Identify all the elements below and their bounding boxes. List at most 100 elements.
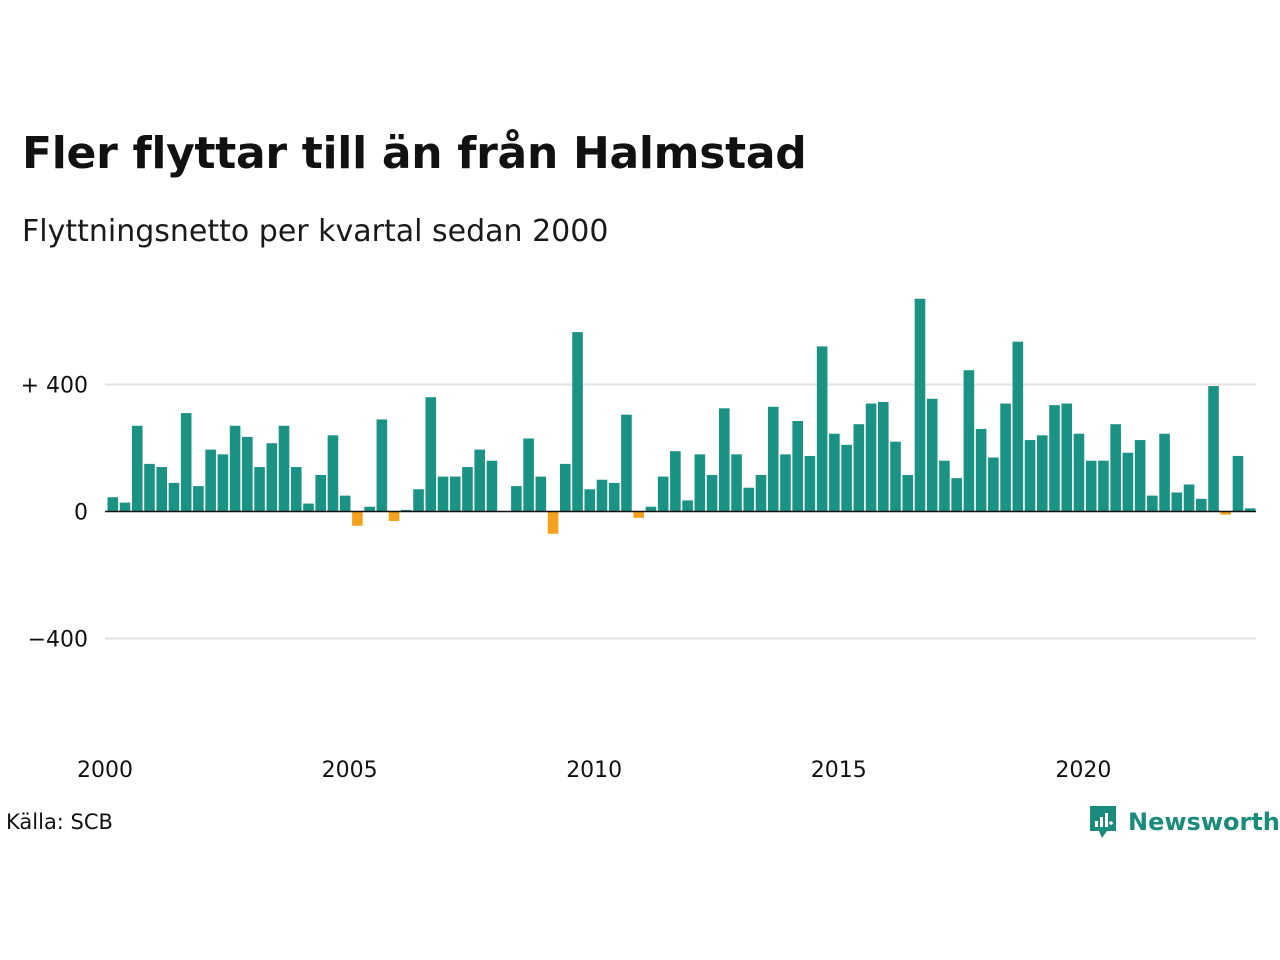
bar: [156, 467, 168, 512]
x-tick-label: 2020: [1055, 758, 1111, 783]
bar: [694, 454, 706, 512]
bar: [767, 406, 779, 512]
bar: [706, 474, 718, 512]
bar: [107, 497, 119, 512]
bar: [853, 424, 865, 512]
bar: [131, 425, 143, 512]
gridlines: [105, 383, 1256, 640]
bar: [719, 408, 730, 512]
bar: [1208, 386, 1219, 512]
bar: [633, 511, 644, 518]
bar: [290, 467, 302, 512]
bar: [682, 500, 693, 512]
bar: [1098, 460, 1109, 512]
bar: [951, 478, 962, 512]
y-tick-label: + 400: [21, 374, 88, 399]
bar: [780, 454, 791, 512]
bar: [963, 370, 975, 512]
bar: [877, 401, 889, 512]
bar: [1036, 435, 1048, 512]
bar: [914, 298, 926, 512]
bar: [229, 425, 241, 512]
x-tick-label: 2000: [77, 758, 133, 783]
bar-chart: + 400 0 −400 2000 2005 2010 2015 2020: [21, 298, 1256, 783]
bar: [1085, 460, 1097, 512]
bar: [621, 414, 632, 512]
bar: [816, 346, 828, 512]
bar: [205, 449, 216, 512]
bar: [486, 460, 498, 512]
bar: [560, 463, 571, 512]
bar: [474, 449, 485, 512]
bar: [168, 482, 180, 512]
newsworthy-logo-icon: [1090, 806, 1116, 838]
bar: [303, 503, 314, 512]
bar: [1183, 484, 1195, 512]
bar: [217, 454, 229, 512]
bar: [1012, 341, 1024, 512]
bar: [596, 479, 608, 512]
bar: [352, 511, 363, 526]
bar: [902, 474, 914, 512]
bar: [1122, 452, 1134, 512]
bar: [449, 476, 461, 512]
x-tick-label: 2005: [322, 758, 378, 783]
brand-logo: Newsworthy: [1088, 804, 1280, 840]
bar: [339, 495, 351, 512]
bar: [645, 506, 657, 512]
bar: [523, 438, 534, 512]
bar: [547, 511, 559, 534]
bar: [266, 443, 278, 512]
bar: [865, 403, 877, 512]
bar: [413, 489, 424, 512]
x-tick-label: 2015: [811, 758, 867, 783]
bar: [193, 486, 204, 512]
bar: [462, 467, 473, 512]
bar: [425, 397, 437, 512]
bar: [315, 474, 327, 512]
bar: [1244, 508, 1256, 512]
bar: [1220, 511, 1232, 515]
bar: [731, 454, 742, 512]
bar: [1000, 403, 1011, 512]
bar: [511, 486, 522, 512]
bar: [535, 476, 547, 512]
y-tick-label: 0: [74, 501, 88, 526]
chart-title: Fler flyttar till än från Halmstad: [22, 128, 807, 179]
bar: [1147, 495, 1158, 512]
bar: [1232, 455, 1244, 512]
bar: [755, 474, 767, 512]
bar: [1049, 405, 1060, 512]
bar: [926, 398, 938, 512]
bar: [670, 451, 681, 512]
bar: [364, 506, 375, 512]
bar: [254, 467, 265, 512]
y-tick-label: −400: [28, 628, 88, 653]
bar: [743, 487, 755, 512]
bar: [1110, 424, 1121, 512]
bar: [327, 435, 339, 512]
bar: [1159, 433, 1170, 512]
bar: [1171, 492, 1183, 512]
bar: [180, 413, 192, 512]
bar: [437, 476, 449, 512]
chart-subtitle: Flyttningsnetto per kvartal sedan 2000: [22, 214, 609, 249]
bar: [988, 457, 999, 512]
bar: [657, 476, 669, 512]
brand-name: Newsworthy: [1128, 808, 1280, 836]
bar: [1024, 440, 1036, 512]
bar: [572, 332, 583, 512]
bar: [242, 436, 253, 512]
bar: [278, 425, 290, 512]
bar: [890, 441, 901, 512]
axes: + 400 0 −400 2000 2005 2010 2015 2020: [21, 374, 1256, 783]
bar: [401, 509, 412, 512]
bar: [1073, 433, 1085, 512]
bar: [975, 428, 987, 512]
bar: [1195, 498, 1207, 512]
bar: [829, 433, 840, 512]
bars: [107, 298, 1256, 534]
bar: [388, 511, 400, 522]
bar: [119, 502, 131, 512]
bar: [144, 463, 155, 512]
